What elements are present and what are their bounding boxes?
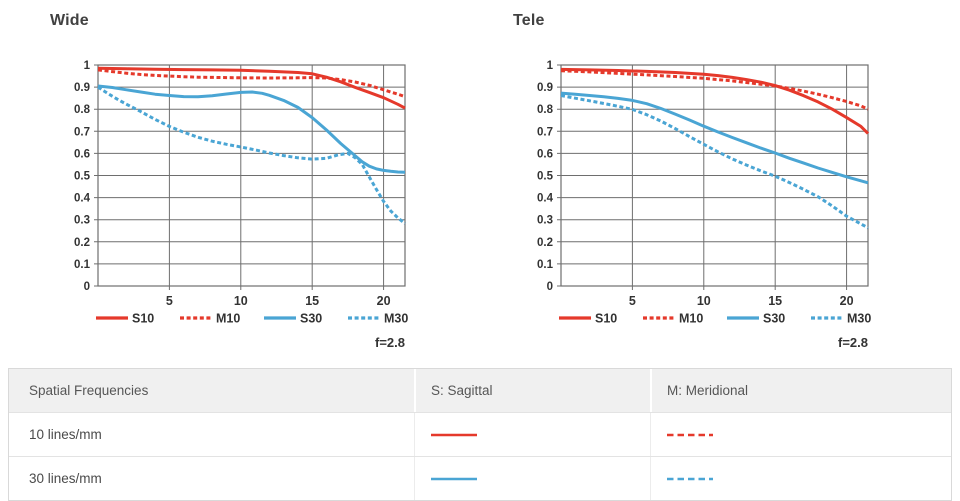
header-spatial-frequencies: Spatial Frequencies	[29, 383, 149, 398]
tele-curve-M10	[560, 69, 869, 111]
legend-label-M10: M10	[216, 312, 240, 326]
wide-chart-title: Wide	[50, 12, 89, 29]
legend-label-M30: M30	[384, 312, 408, 326]
svg-text:10: 10	[234, 294, 248, 308]
svg-text:0.4: 0.4	[537, 193, 554, 205]
svg-text:0.2: 0.2	[74, 237, 90, 249]
wide-curve-M30	[97, 85, 406, 225]
legend-label-S30: S30	[763, 312, 785, 326]
svg-text:5: 5	[166, 294, 173, 308]
svg-text:15: 15	[305, 294, 319, 308]
svg-text:20: 20	[377, 294, 391, 308]
svg-text:0.3: 0.3	[74, 215, 90, 227]
svg-text:0: 0	[547, 281, 553, 293]
tele-curve-M30	[560, 94, 869, 230]
spatial-frequency-table: Spatial Frequencies S: Sagittal M: Merid…	[8, 368, 952, 501]
svg-text:0.3: 0.3	[537, 215, 553, 227]
table-header-row: Spatial Frequencies S: Sagittal M: Merid…	[9, 369, 951, 412]
wide-curve-S30	[97, 84, 406, 174]
wide-curve-M10	[97, 68, 406, 99]
header-meridional: M: Meridional	[650, 369, 951, 412]
svg-text:5: 5	[629, 294, 636, 308]
svg-text:0: 0	[84, 281, 90, 293]
svg-text:0.6: 0.6	[537, 148, 553, 160]
wide-mtf-chart: 1 0.9 0.8 0.7 0.6 0.5 0.4 0.3 0.2 0.1 0 5 10 15 20 S10 M…	[74, 60, 408, 350]
svg-text:1: 1	[84, 60, 91, 72]
svg-text:0.9: 0.9	[537, 82, 553, 94]
svg-text:0.7: 0.7	[74, 126, 90, 138]
svg-text:0.1: 0.1	[74, 259, 91, 271]
svg-text:10: 10	[697, 294, 711, 308]
aperture-label: f=2.8	[838, 335, 868, 350]
legend-label-M10: M10	[679, 312, 703, 326]
meridional-30-swatch	[666, 475, 714, 483]
svg-text:0.5: 0.5	[537, 171, 554, 183]
tele-chart-title: Tele	[513, 12, 545, 29]
svg-text:0.5: 0.5	[74, 171, 91, 183]
legend-label-S10: S10	[595, 312, 617, 326]
svg-text:0.6: 0.6	[74, 148, 90, 160]
sagittal-30-swatch	[430, 475, 478, 483]
row-label-10-lines: 10 lines/mm	[29, 427, 102, 442]
legend-label-S10: S10	[132, 312, 154, 326]
tele-curve-S30	[560, 91, 869, 185]
svg-text:0.8: 0.8	[74, 104, 91, 116]
table-row: 30 lines/mm	[9, 456, 951, 500]
tele-curve-S10	[560, 67, 870, 135]
header-sagittal: S: Sagittal	[414, 369, 650, 412]
svg-text:20: 20	[840, 294, 854, 308]
row-label-30-lines: 30 lines/mm	[29, 471, 102, 486]
svg-text:0.7: 0.7	[537, 126, 553, 138]
aperture-label: f=2.8	[375, 335, 405, 350]
svg-text:1: 1	[547, 60, 554, 72]
svg-text:0.2: 0.2	[537, 237, 553, 249]
sagittal-10-swatch	[430, 431, 478, 439]
tele-mtf-chart: 1 0.9 0.8 0.7 0.6 0.5 0.4 0.3 0.2 0.1 0 5 10 15 20 S10 M…	[537, 60, 871, 350]
legend-label-M30: M30	[847, 312, 871, 326]
svg-text:15: 15	[768, 294, 782, 308]
legend-label-S30: S30	[300, 312, 322, 326]
svg-text:0.1: 0.1	[537, 259, 554, 271]
meridional-10-swatch	[666, 431, 714, 439]
svg-text:0.4: 0.4	[74, 193, 91, 205]
svg-text:0.9: 0.9	[74, 82, 90, 94]
svg-text:0.8: 0.8	[537, 104, 554, 116]
wide-curve-S10	[97, 66, 406, 110]
table-row: 10 lines/mm	[9, 412, 951, 456]
